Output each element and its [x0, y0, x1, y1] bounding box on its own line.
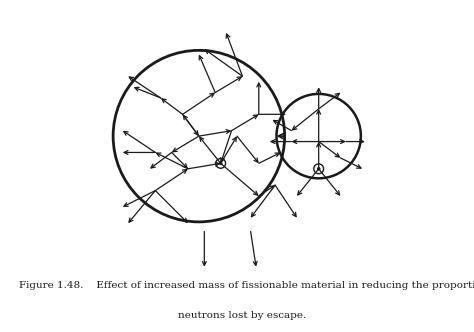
Text: Figure 1.48.    Effect of increased mass of fissionable material in reducing the: Figure 1.48. Effect of increased mass of… — [19, 281, 474, 290]
Circle shape — [219, 162, 222, 164]
Text: neutrons lost by escape.: neutrons lost by escape. — [178, 311, 306, 320]
Circle shape — [318, 168, 320, 170]
